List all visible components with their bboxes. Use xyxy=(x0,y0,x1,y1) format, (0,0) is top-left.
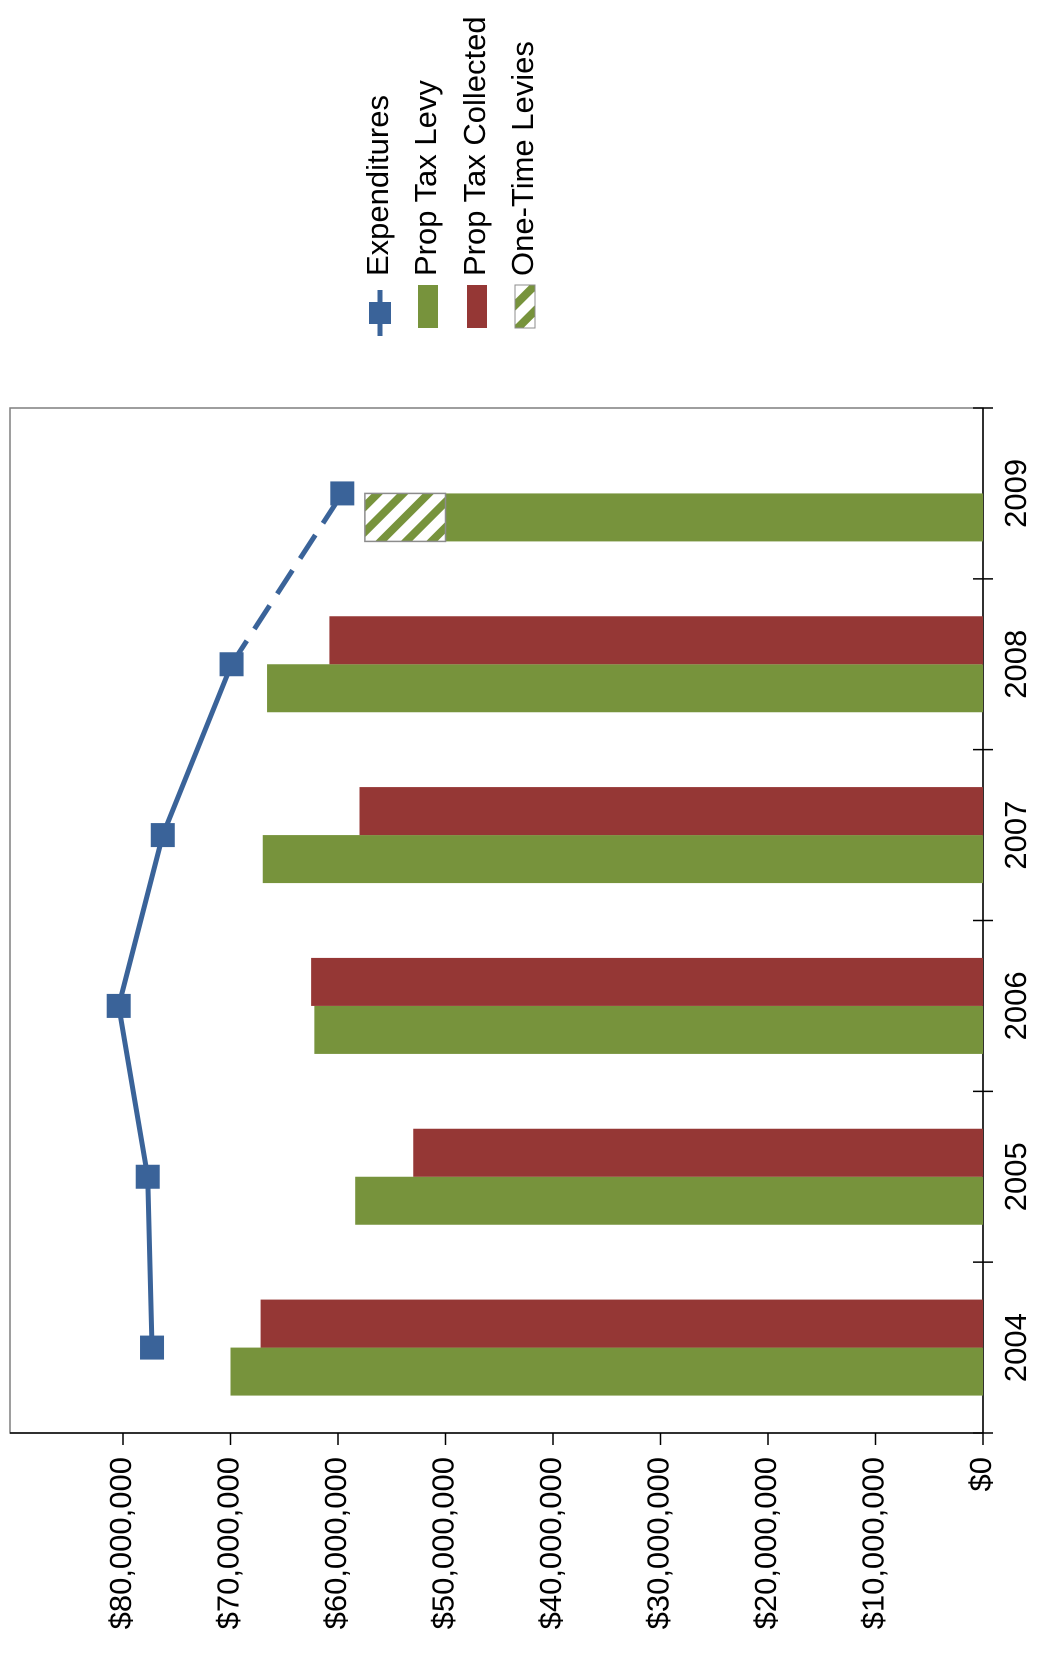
category-label-2008: 2008 xyxy=(998,630,1033,699)
legend-label-prop-tax-levy: Prop Tax Levy xyxy=(408,80,443,276)
bar-prop-tax-levy-2007 xyxy=(262,835,983,884)
value-tick-label-0: $0 xyxy=(963,1457,998,1491)
value-tick-label-7: $70,000,000 xyxy=(211,1457,246,1629)
expenditures-marker-2005 xyxy=(135,1164,160,1189)
bar-prop-tax-collected-2005 xyxy=(413,1128,983,1177)
expenditures-marker-2004 xyxy=(140,1335,165,1360)
legend-swatch-prop-tax-levy xyxy=(418,285,438,328)
bar-prop-tax-levy-2004 xyxy=(230,1347,983,1396)
category-label-2009: 2009 xyxy=(998,459,1033,528)
bar-prop-tax-levy-2009 xyxy=(445,493,983,542)
plot-area xyxy=(9,407,984,1434)
bar-prop-tax-collected-2007 xyxy=(359,787,983,836)
bar-prop-tax-levy-2008 xyxy=(267,664,983,713)
value-tick-label-5: $50,000,000 xyxy=(426,1457,461,1629)
bar-prop-tax-collected-2006 xyxy=(311,957,983,1006)
value-tick-label-8: $80,000,000 xyxy=(103,1457,138,1629)
category-label-2007: 2007 xyxy=(998,801,1033,870)
bar-prop-tax-collected-2008 xyxy=(329,616,983,665)
legend: Expenditures Prop Tax Levy Prop Tax Collec… xyxy=(360,16,540,336)
value-tick-label-3: $30,000,000 xyxy=(641,1457,676,1629)
legend-label-expenditures: Expenditures xyxy=(360,95,395,276)
value-tick-label-4: $40,000,000 xyxy=(533,1457,568,1629)
bar-prop-tax-levy-2005 xyxy=(355,1176,983,1225)
category-label-2006: 2006 xyxy=(998,971,1033,1040)
legend-label-one-time-levies: One-Time Levies xyxy=(505,41,540,276)
legend-marker-expenditures xyxy=(369,302,391,324)
category-label-2004: 2004 xyxy=(998,1313,1033,1382)
value-tick-label-2: $20,000,000 xyxy=(748,1457,783,1629)
category-label-2005: 2005 xyxy=(998,1142,1033,1211)
legend-swatch-prop-tax-collected xyxy=(467,285,487,328)
value-tick-label-1: $10,000,000 xyxy=(856,1457,891,1629)
legend-label-prop-tax-collected: Prop Tax Collected xyxy=(457,16,492,276)
bar-prop-tax-collected-2004 xyxy=(260,1299,984,1348)
expenditures-line-projected xyxy=(229,492,345,666)
expenditures-marker-2006 xyxy=(106,993,131,1018)
legend-swatch-one-time-levies xyxy=(514,284,536,329)
bar-one-time-levies-2009 xyxy=(364,492,447,543)
expenditures-marker-2009 xyxy=(330,481,355,506)
bar-prop-tax-levy-2006 xyxy=(314,1005,984,1054)
expenditures-marker-2007 xyxy=(150,823,175,848)
expenditures-marker-2008 xyxy=(219,652,244,677)
value-tick-label-6: $60,000,000 xyxy=(318,1457,353,1629)
